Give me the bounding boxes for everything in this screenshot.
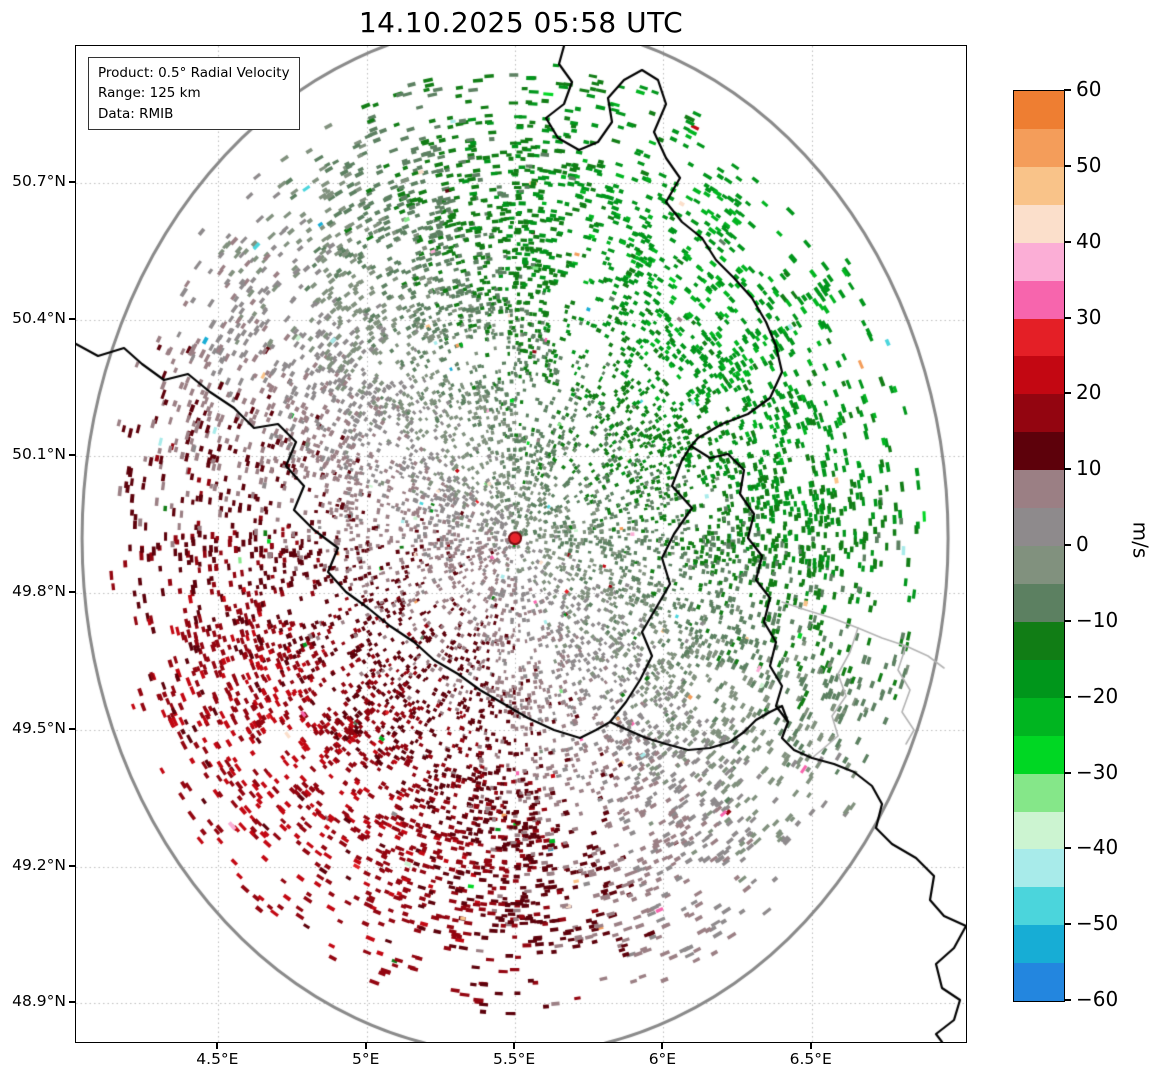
radar-canvas bbox=[76, 46, 966, 1042]
colorbar-band bbox=[1014, 242, 1064, 281]
colorbar-tick-mark bbox=[1064, 923, 1071, 926]
colorbar-band bbox=[1014, 470, 1064, 509]
colorbar-tick-mark bbox=[1064, 544, 1071, 546]
colorbar-band bbox=[1014, 394, 1064, 433]
colorbar-band bbox=[1014, 432, 1064, 471]
colorbar-band bbox=[1014, 735, 1064, 774]
plot-area bbox=[75, 45, 967, 1043]
colorbar-band bbox=[1014, 697, 1064, 736]
y-tick-mark bbox=[69, 864, 75, 867]
colorbar-tick-mark bbox=[1064, 392, 1071, 395]
y-tick-mark bbox=[69, 180, 75, 183]
y-tick-mark bbox=[69, 591, 75, 593]
colorbar-tick-label: −50 bbox=[1076, 911, 1119, 936]
x-tick-mark bbox=[216, 1043, 219, 1049]
colorbar-tick-mark bbox=[1064, 695, 1071, 698]
colorbar-tick-mark bbox=[1064, 619, 1071, 622]
x-tick-mark bbox=[513, 1043, 516, 1049]
colorbar-tick-label: −40 bbox=[1076, 835, 1119, 860]
colorbar-band bbox=[1014, 204, 1064, 243]
colorbar-band bbox=[1014, 280, 1064, 319]
colorbar-unit-label: m/s bbox=[1128, 521, 1153, 559]
colorbar-tick-label: 40 bbox=[1076, 228, 1102, 253]
x-tick-label: 4.5°E bbox=[196, 1050, 239, 1068]
colorbar-band bbox=[1014, 849, 1064, 888]
colorbar-band bbox=[1014, 508, 1064, 547]
chart-title: 14.10.2025 05:58 UTC bbox=[358, 6, 684, 39]
colorbar-tick-label: 50 bbox=[1076, 152, 1102, 177]
colorbar-band bbox=[1014, 773, 1064, 812]
x-tick-mark bbox=[809, 1043, 812, 1049]
colorbar-band bbox=[1014, 166, 1064, 205]
colorbar-tick-mark bbox=[1064, 240, 1071, 243]
colorbar-band bbox=[1014, 887, 1064, 926]
colorbar-tick-mark bbox=[1064, 771, 1071, 774]
y-tick-label: 50.7°N bbox=[12, 171, 66, 190]
colorbar-band bbox=[1014, 925, 1064, 964]
colorbar-band bbox=[1014, 583, 1064, 622]
y-tick-label: 49.5°N bbox=[12, 718, 66, 737]
colorbar-band bbox=[1014, 91, 1064, 129]
colorbar-tick-label: −20 bbox=[1076, 683, 1119, 708]
y-tick-label: 50.4°N bbox=[12, 308, 66, 327]
colorbar-gradient bbox=[1014, 91, 1064, 1002]
colorbar-tick-label: −10 bbox=[1076, 607, 1119, 632]
colorbar-tick-label: 20 bbox=[1076, 380, 1102, 405]
colorbar-band bbox=[1014, 811, 1064, 850]
info-line-product: Product: 0.5° Radial Velocity bbox=[98, 65, 290, 81]
info-line-range: Range: 125 km bbox=[98, 85, 201, 102]
x-tick-label: 6.5°E bbox=[789, 1050, 832, 1068]
x-tick-label: 6°E bbox=[648, 1050, 677, 1068]
colorbar-tick-label: 10 bbox=[1076, 456, 1102, 481]
colorbar-band bbox=[1014, 963, 1064, 1002]
x-tick-mark bbox=[661, 1043, 664, 1049]
y-tick-label: 50.1°N bbox=[12, 445, 66, 464]
colorbar-tick-label: −30 bbox=[1076, 759, 1119, 784]
info-box: Product: 0.5° Radial Velocity Range: 125… bbox=[88, 57, 300, 130]
y-tick-label: 49.2°N bbox=[12, 855, 66, 874]
x-tick-mark bbox=[364, 1043, 367, 1049]
colorbar-tick-label: −60 bbox=[1076, 987, 1119, 1011]
y-tick-label: 49.8°N bbox=[12, 582, 66, 600]
colorbar-tick-mark bbox=[1064, 468, 1071, 471]
colorbar-band bbox=[1014, 128, 1064, 167]
colorbar-tick-label: 30 bbox=[1076, 304, 1102, 329]
colorbar-band bbox=[1014, 621, 1064, 660]
colorbar-band bbox=[1014, 318, 1064, 357]
y-tick-label: 48.9°N bbox=[12, 992, 66, 1011]
colorbar-band bbox=[1014, 546, 1064, 584]
colorbar-tick-mark bbox=[1064, 999, 1071, 1001]
y-tick-mark bbox=[69, 1001, 75, 1004]
info-line-data: Data: RMIB bbox=[98, 105, 174, 122]
colorbar-band bbox=[1014, 356, 1064, 395]
x-tick-label: 5°E bbox=[352, 1050, 380, 1068]
colorbar-band bbox=[1014, 659, 1064, 698]
y-tick-mark bbox=[69, 317, 75, 320]
colorbar-tick-label: 0 bbox=[1076, 532, 1089, 556]
y-tick-mark bbox=[69, 727, 75, 730]
colorbar-tick-label: 60 bbox=[1076, 77, 1102, 101]
colorbar-tick-mark bbox=[1064, 164, 1071, 167]
x-tick-label: 5.5°E bbox=[492, 1050, 536, 1068]
colorbar-tick-mark bbox=[1064, 847, 1071, 850]
colorbar bbox=[1013, 90, 1065, 1002]
y-tick-mark bbox=[69, 454, 75, 457]
colorbar-tick-mark bbox=[1064, 316, 1071, 319]
colorbar-tick-mark bbox=[1064, 89, 1071, 91]
